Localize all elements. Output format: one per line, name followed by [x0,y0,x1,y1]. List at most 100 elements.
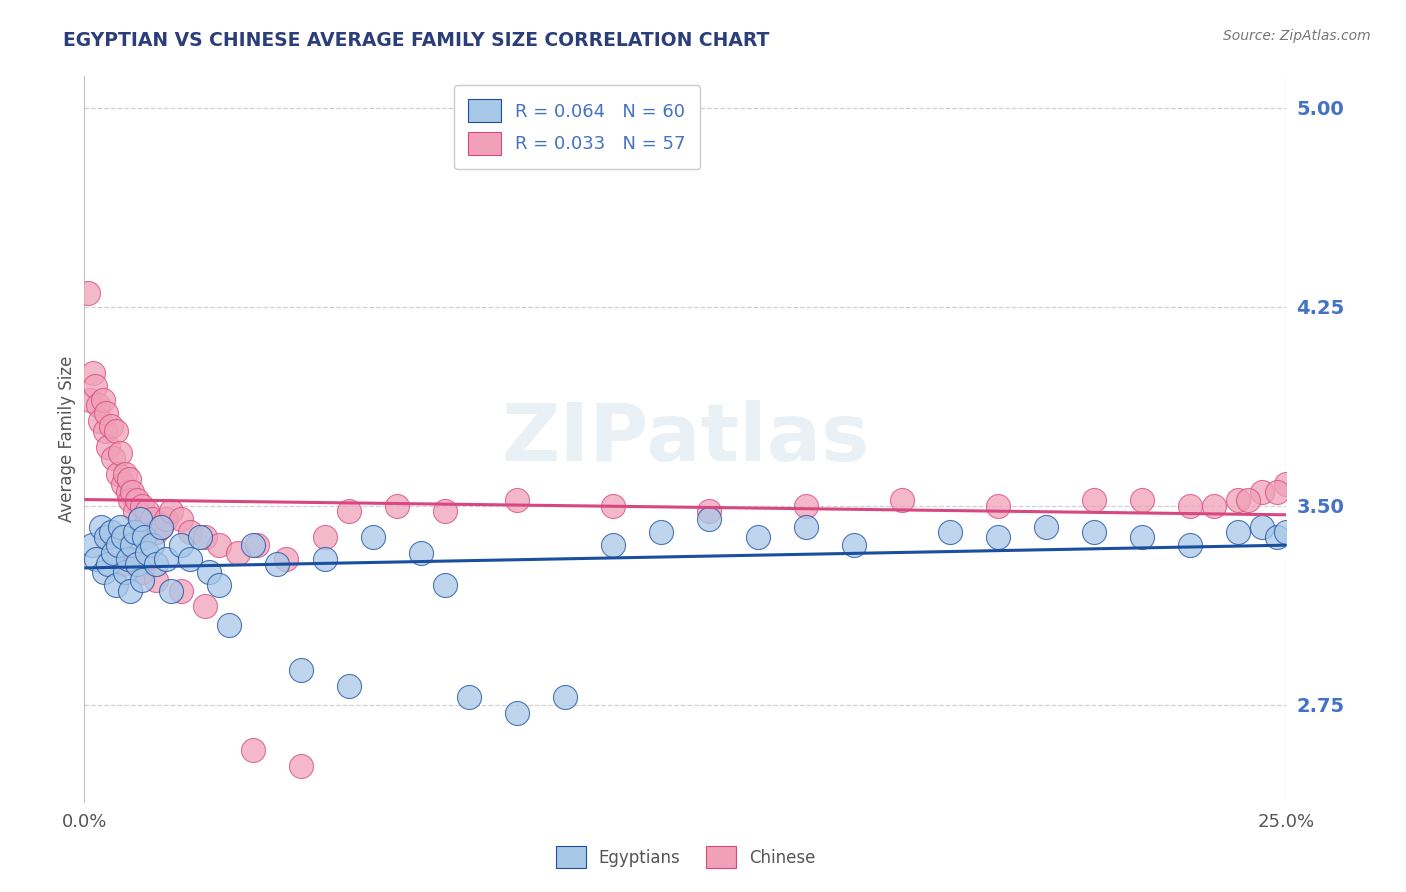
Point [650,525,672,540]
Y-axis label: Average Family Size: Average Family Size [58,356,76,523]
Point [266,557,288,571]
Point [458,690,481,704]
Point [107,538,129,552]
Point [94,406,117,420]
Point [110,445,132,459]
Point [987,499,1010,513]
Point [131,565,153,579]
Point [1035,520,1057,534]
Point [82,366,104,380]
Point [747,531,769,545]
Point [89,414,111,428]
Point [117,551,139,566]
Point [100,525,122,540]
Point [145,573,167,587]
Point [1275,525,1298,540]
Point [79,392,101,407]
Text: Source: ZipAtlas.com: Source: ZipAtlas.com [1223,29,1371,43]
Point [1265,485,1288,500]
Point [97,531,120,545]
Point [194,531,217,545]
Point [242,538,264,552]
Point [1265,531,1288,545]
Point [1204,499,1226,513]
Point [118,583,141,598]
Point [141,512,163,526]
Point [127,493,149,508]
Point [80,538,103,552]
Point [218,618,240,632]
Point [131,499,153,513]
Point [103,546,125,560]
Point [93,425,115,439]
Point [337,504,360,518]
Point [155,512,177,526]
Point [135,546,157,560]
Point [91,392,114,407]
Point [141,538,163,552]
Point [135,504,157,518]
Point [699,504,721,518]
Point [194,599,217,614]
Point [169,538,191,552]
Point [409,546,432,560]
Point [145,557,167,571]
Point [434,578,457,592]
Point [117,472,139,486]
Point [314,531,336,545]
Point [90,520,112,534]
Point [1227,525,1250,540]
Point [337,679,360,693]
Point [276,551,298,566]
Point [114,565,136,579]
Text: EGYPTIAN VS CHINESE AVERAGE FAMILY SIZE CORRELATION CHART: EGYPTIAN VS CHINESE AVERAGE FAMILY SIZE … [63,31,769,50]
Point [1130,493,1153,508]
Point [1180,499,1202,513]
Point [77,286,100,301]
Point [842,538,865,552]
Point [104,578,127,592]
Point [131,573,153,587]
Point [1275,477,1298,491]
Point [128,512,150,526]
Point [124,525,146,540]
Point [169,583,191,598]
Point [128,512,150,526]
Point [160,504,183,518]
Point [246,538,269,552]
Point [100,419,122,434]
Point [155,551,177,566]
Point [242,743,264,757]
Point [290,663,312,677]
Point [121,551,143,566]
Point [602,538,624,552]
Point [1130,531,1153,545]
Point [179,525,201,540]
Point [118,493,141,508]
Point [107,467,129,481]
Point [939,525,962,540]
Point [179,551,201,566]
Point [987,531,1010,545]
Point [145,525,167,540]
Point [114,467,136,481]
Point [554,690,576,704]
Point [97,440,120,454]
Point [121,485,143,500]
Point [111,557,134,571]
Point [794,520,817,534]
Point [602,499,624,513]
Point [699,512,721,526]
Point [794,499,817,513]
Point [890,493,912,508]
Point [226,546,249,560]
Text: ZIPatlas: ZIPatlas [502,401,869,478]
Point [208,538,231,552]
Point [290,758,312,772]
Point [1083,525,1105,540]
Point [124,504,146,518]
Point [97,557,120,571]
Point [121,538,143,552]
Point [87,398,110,412]
Point [104,425,127,439]
